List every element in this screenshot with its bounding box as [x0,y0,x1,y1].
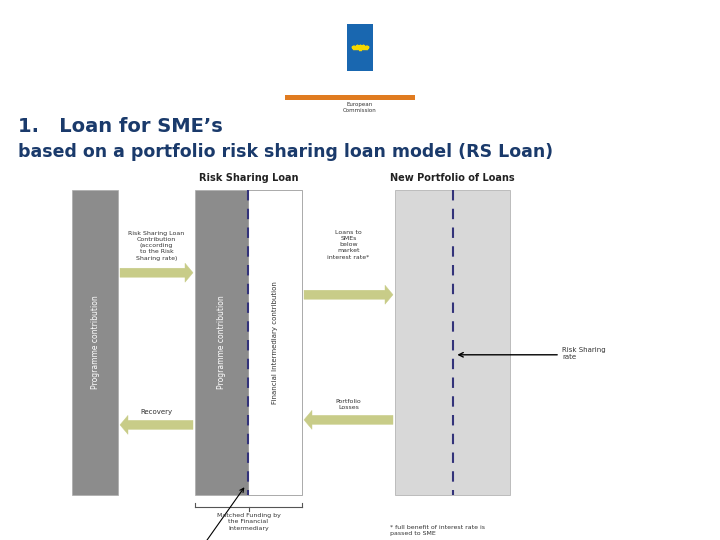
Bar [195,190,248,495]
Polygon shape [304,285,393,304]
Text: New Portfolio of Loans: New Portfolio of Loans [390,173,515,183]
Text: 1.   Loan for SME’s: 1. Loan for SME’s [18,117,222,136]
Polygon shape [120,263,193,282]
FancyBboxPatch shape [347,24,373,71]
Polygon shape [304,410,393,429]
Text: Programme contribution: Programme contribution [217,295,226,389]
Text: Risk Sharing Loan: Risk Sharing Loan [199,173,298,183]
Text: Portfolio
Losses: Portfolio Losses [336,399,361,410]
Bar [285,94,415,99]
Bar [248,190,302,495]
Text: Loans to
SMEs
below
market
interest rate*: Loans to SMEs below market interest rate… [328,230,369,260]
Text: Matched Funding by
the Financial
Intermediary: Matched Funding by the Financial Interme… [217,513,280,531]
Bar [72,190,118,495]
Polygon shape [120,415,193,434]
Text: Financial Intermediary contribution: Financial Intermediary contribution [272,281,278,404]
Text: Programme contribution: Programme contribution [91,295,99,389]
Text: Risk Sharing Loan
Contribution
(according
to the Risk
Sharing rate): Risk Sharing Loan Contribution (accordin… [128,231,184,261]
Text: * full benefit of interest rate is
passed to SME: * full benefit of interest rate is passe… [390,525,485,536]
Bar [395,190,510,495]
Text: based on a portfolio risk sharing loan model (RS Loan): based on a portfolio risk sharing loan m… [18,143,553,160]
Text: Recovery: Recovery [140,409,173,415]
Text: European
Commission: European Commission [343,102,377,113]
Text: Risk Sharing
rate: Risk Sharing rate [562,347,606,360]
